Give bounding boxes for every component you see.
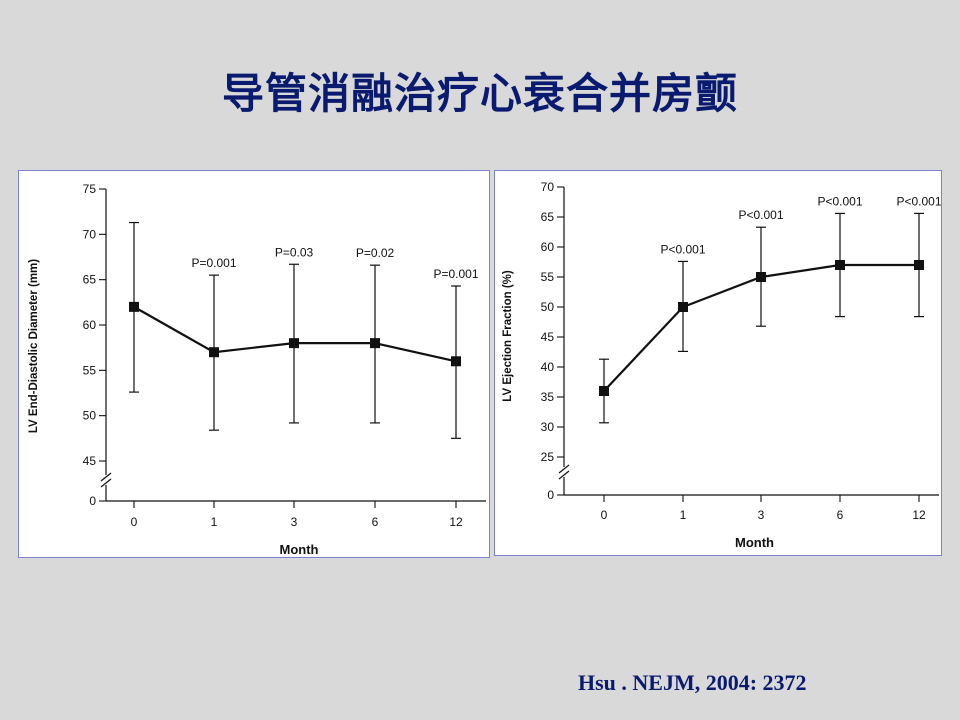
p-value-label: P=0.02 (356, 246, 395, 260)
y-tick-label: 25 (541, 450, 555, 464)
chart-panel-lv-ejection: 70 65 60 55 50 45 40 35 30 25 0 0 1 3 6 12 Month LV Eject… (494, 170, 942, 556)
y-tick-label: 30 (541, 420, 555, 434)
y-tick-label: 50 (541, 300, 555, 314)
y-tick-label: 65 (541, 210, 555, 224)
y-tick-label: 40 (541, 360, 555, 374)
x-tick-label: 6 (837, 508, 844, 522)
axis-break-mark (558, 470, 570, 480)
y-tick-label: 55 (541, 270, 555, 284)
y-tick-label: 65 (83, 273, 97, 287)
p-value-label: P<0.001 (896, 194, 941, 208)
data-point (678, 302, 688, 312)
y-axis-label: LV Ejection Fraction (%) (502, 270, 514, 402)
y-tick-label: 70 (541, 180, 555, 194)
y-tick-label: 75 (83, 182, 97, 196)
p-value-label: P=0.001 (433, 267, 478, 281)
x-tick-label: 3 (758, 508, 765, 522)
series-line (133, 305, 457, 363)
p-value-label: P=0.001 (191, 256, 236, 270)
y-tick-label-zero: 0 (547, 488, 554, 502)
x-tick-label: 12 (449, 515, 463, 529)
p-value-label: P<0.001 (817, 194, 862, 208)
x-tick-label: 3 (291, 515, 298, 529)
y-tick-label: 45 (541, 330, 555, 344)
data-point (599, 386, 609, 396)
x-axis-label: Month (280, 542, 319, 557)
x-axis-label: Month (735, 535, 774, 550)
axis-break-mark (100, 478, 112, 488)
x-tick-label: 0 (131, 515, 138, 529)
x-tick-label: 12 (912, 508, 926, 522)
y-axis-label: LV End-Diastolic Diameter (mm) (28, 259, 40, 433)
y-tick-label: 45 (83, 454, 97, 468)
x-tick-label: 0 (601, 508, 608, 522)
chart-panel-lv-diameter: 75 70 65 60 55 50 45 0 0 1 3 6 12 Month LV End-Diastol… (18, 170, 490, 558)
p-value-label: P=0.03 (275, 245, 314, 259)
chart-lv-ejection: 70 65 60 55 50 45 40 35 30 25 0 0 1 3 6 12 Month LV Eject… (502, 180, 942, 550)
slide-title: 导管消融治疗心衰合并房颤 (221, 69, 738, 118)
y-tick-label-zero: 0 (89, 494, 96, 508)
y-tick-label: 50 (83, 409, 97, 423)
y-tick-label: 60 (83, 318, 97, 332)
x-tick-label: 1 (680, 508, 687, 522)
p-value-label: P<0.001 (738, 208, 783, 222)
axis-break-mark (558, 464, 570, 474)
chart-lv-diameter: 75 70 65 60 55 50 45 0 0 1 3 6 12 Month LV End-Diastol… (28, 182, 486, 557)
axis-break-mark (100, 472, 112, 482)
x-tick-label: 1 (211, 515, 218, 529)
p-value-label: P<0.001 (660, 242, 705, 256)
y-tick-label: 35 (541, 390, 555, 404)
y-tick-label: 55 (83, 363, 97, 377)
x-tick-label: 6 (372, 515, 379, 529)
data-point (370, 338, 380, 349)
citation: Hsu . NEJM, 2004: 2372 (578, 670, 807, 695)
data-point (835, 260, 845, 270)
data-point (209, 347, 219, 358)
data-point (289, 338, 299, 349)
data-point (756, 272, 766, 282)
data-point (451, 356, 461, 367)
data-point (129, 301, 139, 312)
data-point (914, 260, 924, 270)
y-tick-label: 70 (83, 227, 97, 241)
y-tick-label: 60 (541, 240, 555, 254)
